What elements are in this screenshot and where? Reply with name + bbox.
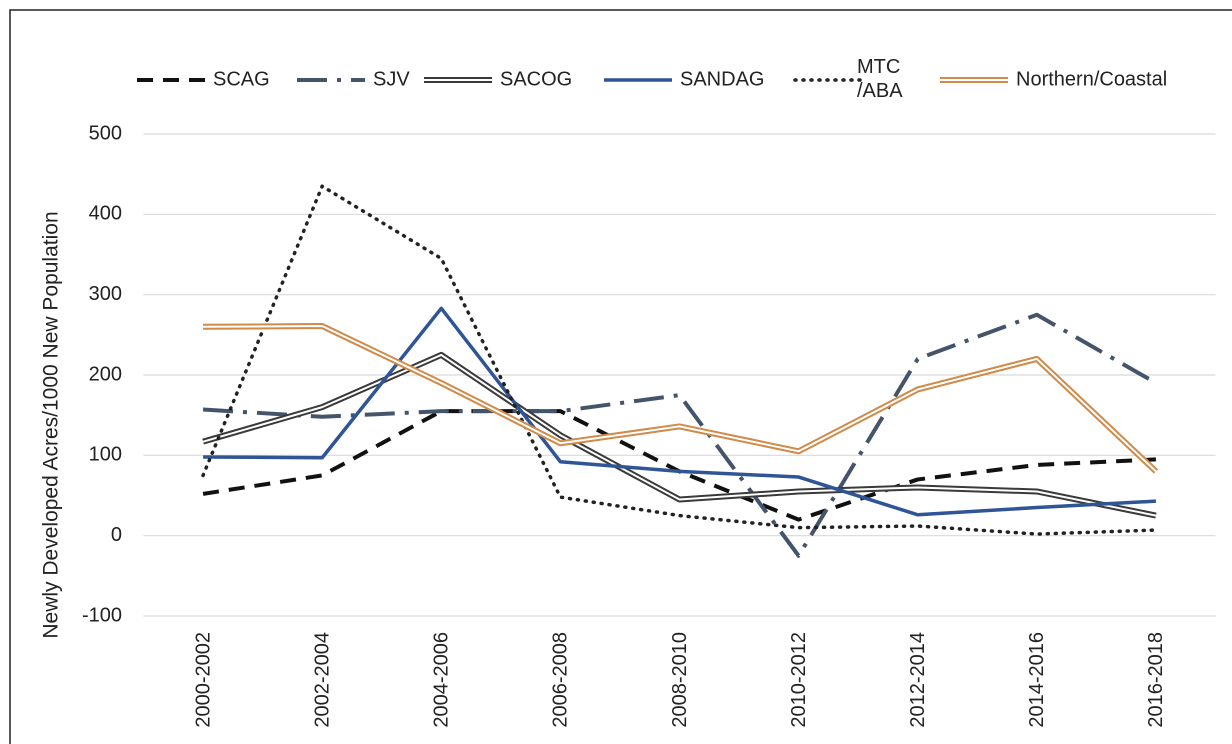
y-tick-label: 500 [89,122,122,144]
series-line [201,184,1158,536]
y-tick-label: 200 [89,363,122,385]
y-tick-label: 100 [89,444,122,466]
legend-label: Northern/Coastal [1016,68,1167,90]
legend-label: MTC/ABA [857,56,903,102]
series-line-inner [203,324,1157,473]
legend-label: SJV [373,68,410,90]
x-tick-label: 2004-2006 [431,632,453,728]
legend-label: SCAG [213,68,270,90]
y-tick-label: 300 [89,283,122,305]
legend-label: SACOG [500,68,572,90]
x-tick-label: 2006-2008 [550,632,572,728]
series-line [202,312,1157,558]
x-tick-label: 2012-2014 [907,632,929,728]
x-tick-label: 2002-2004 [311,632,333,728]
y-tick-label: -100 [82,604,122,626]
series-line [203,306,1157,517]
x-tick-label: 2016-2018 [1145,632,1167,728]
y-tick-label: 0 [111,524,122,546]
x-tick-label: 2008-2010 [669,632,691,728]
y-tick-label: 400 [89,203,122,225]
y-axis-title: Newly Developed Acres/1000 New Populatio… [40,211,63,638]
legend-label-line: /ABA [857,80,903,102]
x-tick-label: 2014-2016 [1026,632,1048,728]
x-tick-label: 2010-2012 [788,632,810,728]
legend-label-line: MTC [857,56,900,78]
frame [9,9,1232,744]
series-line-inner [202,353,1157,517]
x-tick-label: 2000-2002 [192,632,214,728]
legend-label: SANDAG [680,68,764,90]
